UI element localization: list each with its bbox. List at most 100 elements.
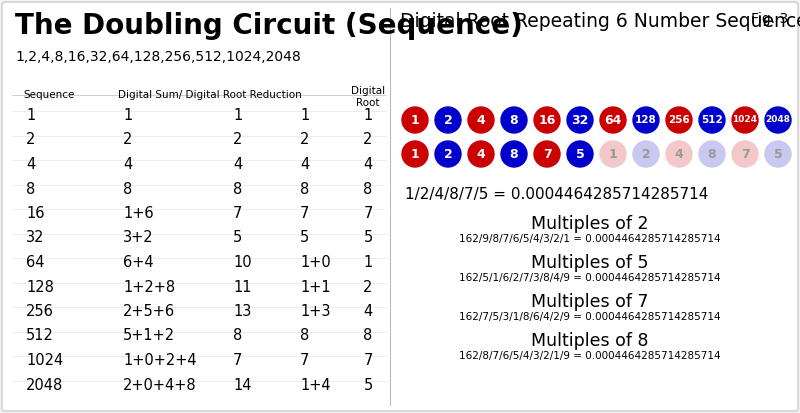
- Text: 2: 2: [642, 147, 650, 161]
- Text: The Doubling Circuit (Sequence): The Doubling Circuit (Sequence): [15, 12, 523, 40]
- Text: 2: 2: [233, 133, 242, 147]
- Text: 4: 4: [674, 147, 683, 161]
- Text: 5: 5: [774, 147, 782, 161]
- Circle shape: [699, 107, 725, 133]
- Text: 128: 128: [635, 115, 657, 125]
- Text: 32: 32: [26, 230, 45, 245]
- Text: 7: 7: [741, 147, 750, 161]
- Text: 1+0: 1+0: [300, 255, 330, 270]
- Text: 5: 5: [363, 230, 373, 245]
- Text: 7: 7: [363, 206, 373, 221]
- Text: 14: 14: [233, 377, 251, 392]
- Text: 128: 128: [26, 280, 54, 294]
- Text: 2: 2: [123, 133, 132, 147]
- Text: 256: 256: [26, 304, 54, 319]
- Text: Multiples of 8: Multiples of 8: [531, 332, 649, 350]
- Text: 1+3: 1+3: [300, 304, 330, 319]
- Text: Multiples of 7: Multiples of 7: [531, 293, 649, 311]
- Text: 1: 1: [609, 147, 618, 161]
- Text: Fig. 3: Fig. 3: [750, 12, 788, 26]
- Text: 1+2+8: 1+2+8: [123, 280, 175, 294]
- Text: 2: 2: [363, 280, 373, 294]
- Text: 1/2/4/8/7/5 = 0.0004464285714285714: 1/2/4/8/7/5 = 0.0004464285714285714: [405, 187, 708, 202]
- Text: 162/9/8/7/6/5/4/3/2/1 = 0.0004464285714285714: 162/9/8/7/6/5/4/3/2/1 = 0.00044642857142…: [459, 234, 721, 244]
- Circle shape: [468, 107, 494, 133]
- Text: 3+2: 3+2: [123, 230, 154, 245]
- Text: 8: 8: [510, 114, 518, 126]
- Text: 2: 2: [444, 147, 452, 161]
- Text: 4: 4: [233, 157, 242, 172]
- Text: 1: 1: [233, 108, 242, 123]
- Circle shape: [501, 141, 527, 167]
- Text: 4: 4: [300, 157, 310, 172]
- Text: 4: 4: [363, 157, 373, 172]
- Circle shape: [501, 107, 527, 133]
- Text: 512: 512: [701, 115, 723, 125]
- Text: 1+1: 1+1: [300, 280, 330, 294]
- Circle shape: [765, 141, 791, 167]
- Text: 8: 8: [26, 181, 35, 197]
- Text: 1: 1: [26, 108, 35, 123]
- Text: 256: 256: [668, 115, 690, 125]
- Text: Digital
Root: Digital Root: [351, 86, 385, 108]
- Circle shape: [534, 107, 560, 133]
- Circle shape: [699, 141, 725, 167]
- Text: 1024: 1024: [733, 116, 758, 124]
- Text: 11: 11: [233, 280, 251, 294]
- Text: 7: 7: [542, 147, 551, 161]
- Text: 10: 10: [233, 255, 252, 270]
- Text: 5: 5: [576, 147, 584, 161]
- Text: 8: 8: [363, 181, 373, 197]
- Text: 2048: 2048: [766, 116, 790, 124]
- Text: 7: 7: [233, 353, 242, 368]
- Text: 2: 2: [363, 133, 373, 147]
- Circle shape: [567, 141, 593, 167]
- Text: 1024: 1024: [26, 353, 63, 368]
- Circle shape: [600, 107, 626, 133]
- Text: 162/7/5/3/1/8/6/4/2/9 = 0.0004464285714285714: 162/7/5/3/1/8/6/4/2/9 = 0.00044642857142…: [459, 312, 721, 322]
- Circle shape: [468, 141, 494, 167]
- Circle shape: [435, 107, 461, 133]
- Text: 8: 8: [300, 328, 310, 344]
- Text: 1: 1: [123, 108, 132, 123]
- Circle shape: [402, 107, 428, 133]
- Text: 1: 1: [410, 147, 419, 161]
- Text: Digital Root Repeating 6 Number Sequence.: Digital Root Repeating 6 Number Sequence…: [400, 12, 800, 31]
- Text: 2: 2: [26, 133, 35, 147]
- Text: 1+4: 1+4: [300, 377, 330, 392]
- Circle shape: [435, 141, 461, 167]
- Text: 16: 16: [538, 114, 556, 126]
- Text: 1+0+2+4: 1+0+2+4: [123, 353, 197, 368]
- Circle shape: [567, 107, 593, 133]
- Text: 7: 7: [233, 206, 242, 221]
- Circle shape: [633, 141, 659, 167]
- Circle shape: [765, 107, 791, 133]
- Text: 8: 8: [233, 181, 242, 197]
- Text: 4: 4: [123, 157, 132, 172]
- Text: 2+0+4+8: 2+0+4+8: [123, 377, 197, 392]
- Text: 8: 8: [300, 181, 310, 197]
- Text: 8: 8: [123, 181, 132, 197]
- Text: 7: 7: [300, 206, 310, 221]
- Circle shape: [666, 107, 692, 133]
- Text: 1: 1: [300, 108, 310, 123]
- Text: 1: 1: [410, 114, 419, 126]
- Text: 2048: 2048: [26, 377, 63, 392]
- Text: 32: 32: [571, 114, 589, 126]
- Text: 2: 2: [444, 114, 452, 126]
- Text: 7: 7: [363, 353, 373, 368]
- Text: 2: 2: [300, 133, 310, 147]
- Circle shape: [633, 107, 659, 133]
- Circle shape: [600, 141, 626, 167]
- Circle shape: [402, 141, 428, 167]
- Text: 7: 7: [300, 353, 310, 368]
- Text: 8: 8: [510, 147, 518, 161]
- Text: 8: 8: [708, 147, 716, 161]
- Text: 5: 5: [363, 377, 373, 392]
- Text: 4: 4: [363, 304, 373, 319]
- Circle shape: [666, 141, 692, 167]
- Text: Sequence: Sequence: [23, 90, 74, 100]
- Text: 64: 64: [604, 114, 622, 126]
- Text: 1+6: 1+6: [123, 206, 154, 221]
- Text: 64: 64: [26, 255, 45, 270]
